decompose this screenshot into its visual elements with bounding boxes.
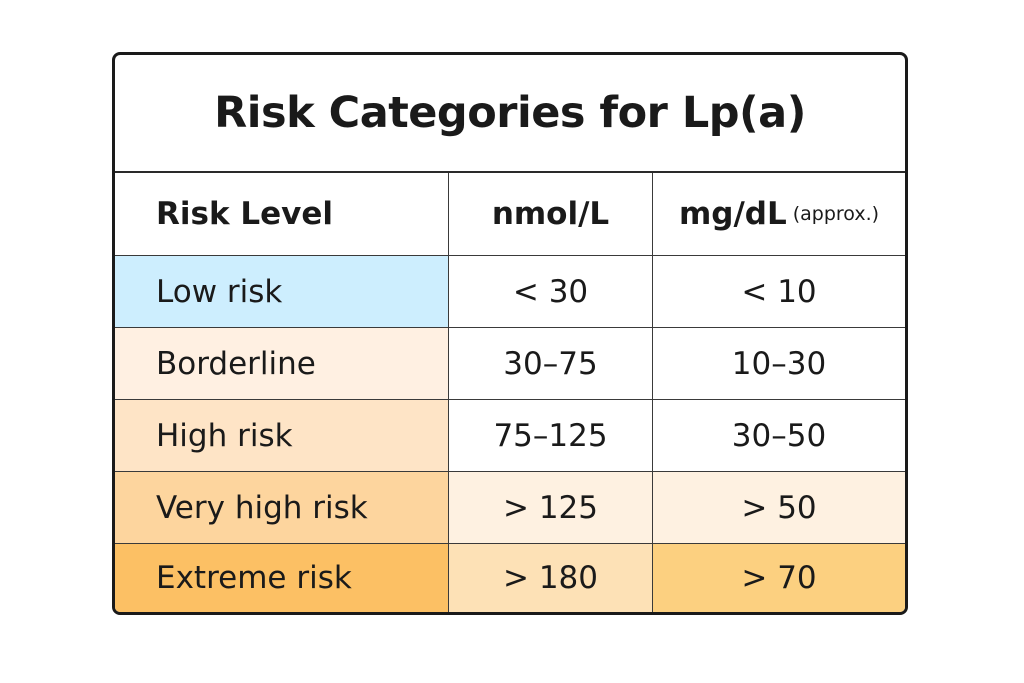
row-mgdl-cell: 30–50: [653, 400, 905, 472]
row-nmol-cell: < 30: [449, 256, 653, 328]
header-risk-level-label: Risk Level: [156, 196, 333, 232]
row-level: High risk: [156, 417, 293, 454]
header-mgdl: mg/dL (approx.): [653, 173, 905, 256]
row-mgdl-cell: > 70: [653, 544, 905, 612]
row-level: Borderline: [156, 345, 316, 382]
table-title: Risk Categories for Lp(a): [214, 88, 806, 138]
row-nmol: 30–75: [503, 345, 598, 382]
row-nmol-cell: 30–75: [449, 328, 653, 400]
row-mgdl: < 10: [741, 273, 817, 310]
row-mgdl: 10–30: [731, 345, 827, 382]
row-mgdl-cell: 10–30: [653, 328, 905, 400]
table-grid: Risk Level nmol/L mg/dL (approx.) Low ri…: [115, 173, 905, 612]
row-mgdl: > 70: [741, 560, 817, 596]
row-nmol: 75–125: [493, 417, 608, 454]
row-level-cell: Low risk: [115, 256, 449, 328]
row-mgdl: > 50: [741, 489, 817, 526]
row-nmol-cell: > 180: [449, 544, 653, 612]
header-nmol-label: nmol/L: [491, 196, 610, 232]
row-level-cell: Extreme risk: [115, 544, 449, 612]
row-mgdl: 30–50: [731, 417, 827, 454]
row-mgdl-cell: < 10: [653, 256, 905, 328]
header-risk-level: Risk Level: [115, 173, 449, 256]
row-nmol-cell: 75–125: [449, 400, 653, 472]
row-level-cell: Very high risk: [115, 472, 449, 544]
row-level: Very high risk: [156, 489, 368, 526]
row-mgdl-cell: > 50: [653, 472, 905, 544]
header-nmol: nmol/L: [449, 173, 653, 256]
row-nmol: < 30: [512, 273, 589, 310]
row-level: Low risk: [156, 273, 283, 310]
header-mgdl-note: (approx.): [792, 203, 880, 225]
row-nmol-cell: > 125: [449, 472, 653, 544]
row-nmol: > 125: [503, 489, 598, 526]
risk-table: Risk Categories for Lp(a) Risk Level nmo…: [112, 52, 908, 615]
row-nmol: > 180: [503, 560, 598, 596]
row-level: Extreme risk: [156, 560, 352, 596]
header-mgdl-label: mg/dL: [678, 196, 787, 232]
row-level-cell: Borderline: [115, 328, 449, 400]
row-level-cell: High risk: [115, 400, 449, 472]
title-row: Risk Categories for Lp(a): [115, 55, 905, 173]
